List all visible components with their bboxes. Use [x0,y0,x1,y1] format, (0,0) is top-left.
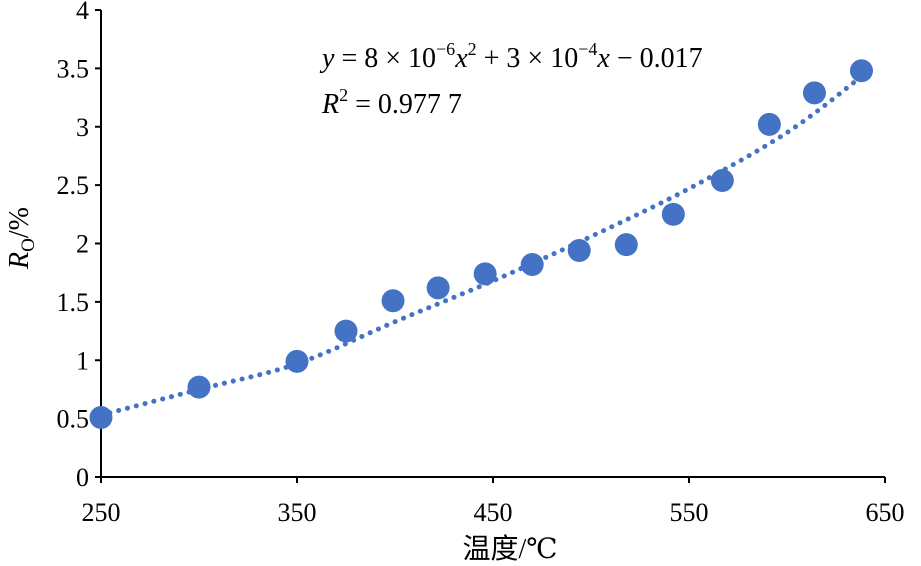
y-tick-label: 1 [76,346,89,375]
data-point [567,239,591,263]
axes [100,10,885,478]
data-point [849,59,873,83]
x-tick-label: 250 [82,498,121,527]
r2-sq: 2 [339,85,348,105]
data-point [710,168,734,192]
data-point [661,202,685,226]
eq-part2: + 3 × 10 [477,43,579,74]
eq-part1: = 8 × 10 [334,43,436,74]
eq-x1: x [454,43,468,74]
eq-sq: 2 [468,39,477,59]
y-tick-label: 2 [76,230,89,259]
eq-tail: − 0.017 [610,43,703,74]
y-axis-title: RO/% [4,207,39,270]
x-tick-label: 450 [474,498,513,527]
y-tick-labels: 0 0.5 1 1.5 2 2.5 3 3.5 4 [57,0,101,492]
trend-equation: y = 8 × 10−6x2 + 3 × 10−4x − 0.017 [319,39,703,74]
data-point [426,276,450,300]
r2-value: = 0.977 7 [348,89,462,120]
y-axis-title-sub: O [18,238,39,252]
trendline [98,74,864,418]
data-point [802,81,826,105]
data-points [89,59,873,429]
y-tick-label: 0.5 [57,405,90,434]
data-point [334,319,358,343]
x-axis-title: 温度/℃ [462,533,557,565]
data-point [757,112,781,136]
x-tick-labels: 250 350 450 550 650 [82,477,905,527]
eq-y: y [319,43,335,74]
y-tick-label: 1.5 [57,288,90,317]
trendline-path [98,74,864,418]
y-tick-label: 2.5 [57,171,90,200]
y-axis-title-suffix: /% [4,207,35,238]
data-point [285,349,309,373]
y-tick-label: 3.5 [57,54,90,83]
eq-exp1: −6 [436,39,455,59]
y-axis-title-main: R [4,252,35,270]
data-point [187,375,211,399]
y-tick-label: 0 [76,463,89,492]
data-point [614,233,638,257]
data-point [473,262,497,286]
data-point [89,405,113,429]
eq-x2: x [596,43,610,74]
r-squared: R2 = 0.977 7 [321,85,462,120]
r2-R: R [321,89,339,120]
y-tick-label: 4 [76,0,89,25]
data-point [381,289,405,313]
x-tick-label: 550 [670,498,709,527]
x-tick-label: 650 [866,498,905,527]
eq-exp2: −4 [578,39,597,59]
y-tick-label: 3 [76,113,89,142]
x-tick-label: 350 [278,498,317,527]
data-point [520,253,544,277]
